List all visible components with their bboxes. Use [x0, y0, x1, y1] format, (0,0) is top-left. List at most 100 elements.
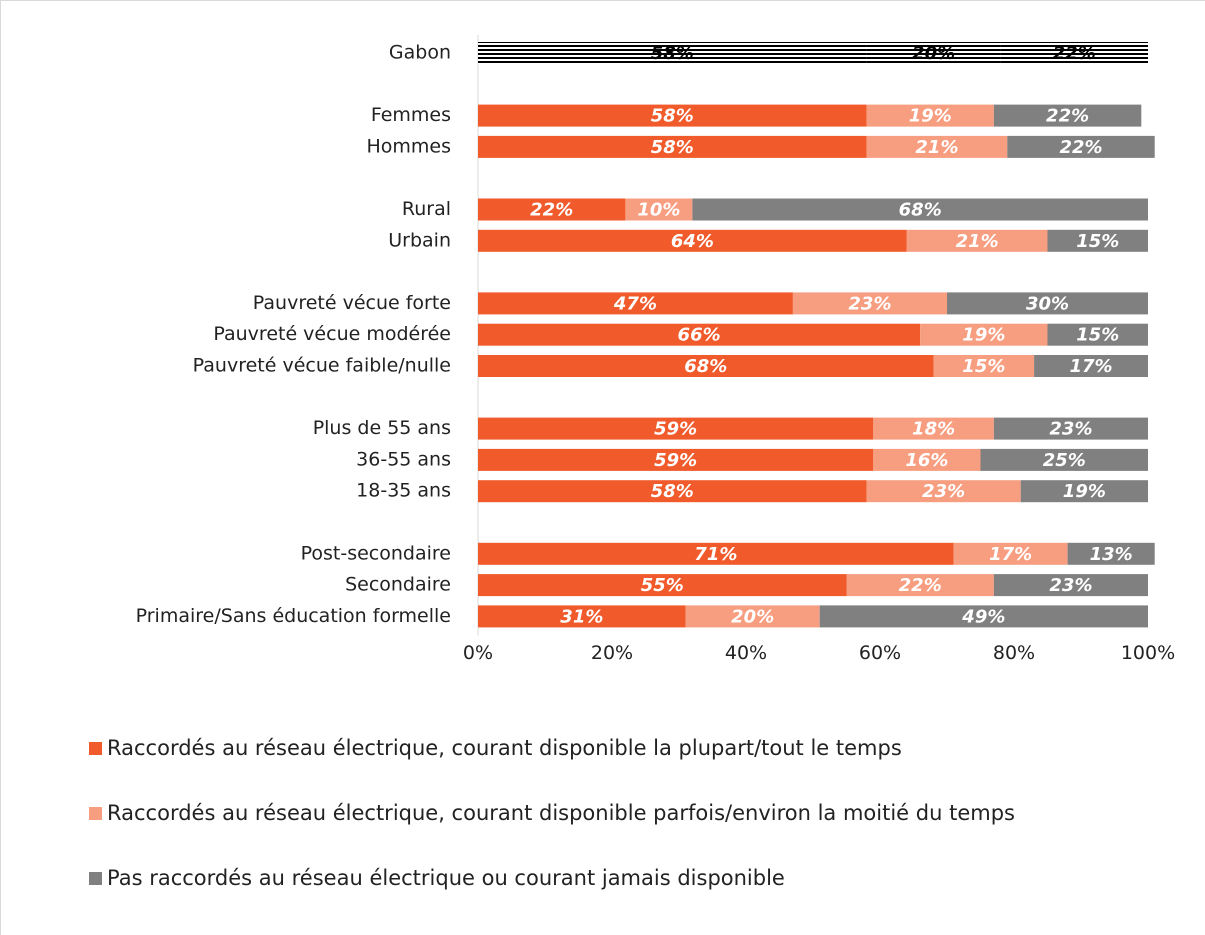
bar-segment: [478, 417, 874, 440]
category-label: Primaire/Sans éducation formelle: [136, 605, 451, 627]
value-label: 25%: [1043, 450, 1086, 471]
category-label: Femmes: [371, 104, 451, 126]
value-label: 19%: [909, 106, 952, 127]
bar-segment: [866, 135, 1008, 158]
bar-segment: [993, 574, 1148, 597]
bar-segment: [478, 198, 626, 221]
value-label: 17%: [1070, 356, 1113, 377]
value-label: 22%: [1053, 43, 1096, 64]
category-label: Rural: [402, 198, 451, 220]
value-label: 20%: [731, 606, 774, 627]
bar-segment: [792, 292, 947, 315]
category-label: Pauvreté vécue forte: [253, 292, 451, 314]
category-label: 36-55 ans: [356, 448, 451, 470]
value-label: 22%: [1046, 106, 1089, 127]
bar-segment: [1020, 480, 1148, 503]
bar-segment: [866, 480, 1021, 503]
bar-segment: [625, 198, 693, 221]
value-label: 23%: [1049, 575, 1092, 596]
category-label: Urbain: [388, 229, 451, 251]
bar-segment: [1047, 323, 1148, 346]
bar-segment: [478, 229, 907, 252]
bar-segment: [478, 542, 954, 565]
bar-segment: [947, 292, 1148, 315]
bar-segment: [866, 104, 994, 127]
x-tick-label: 80%: [993, 642, 1035, 664]
bar-segment: [1034, 355, 1148, 377]
value-label: 15%: [962, 356, 1005, 377]
bar-segment: [993, 104, 1142, 127]
bar-segment: [873, 448, 981, 471]
value-label: 30%: [1026, 293, 1069, 314]
chart: 0% 20% 40% 60% 80% 100% Gabon 58% 20% 22% Femmes 58…: [136, 35, 1175, 664]
value-label: 58%: [651, 106, 694, 127]
category-label: Gabon: [389, 42, 451, 64]
legend-swatch: [89, 872, 102, 885]
value-label: 18%: [912, 419, 955, 440]
value-label: 19%: [1063, 481, 1106, 502]
value-label: 68%: [899, 200, 942, 221]
value-label: 66%: [678, 325, 721, 346]
x-tick-label: 0%: [463, 642, 493, 664]
legend-item: Raccordés au réseau électrique, courant …: [89, 798, 1089, 829]
bar-segment: [819, 605, 1148, 628]
legend-label: Pas raccordés au réseau électrique ou co…: [107, 866, 785, 890]
category-label: Pauvreté vécue faible/nulle: [193, 355, 451, 377]
bar-segment: [478, 104, 867, 127]
legend-label: Raccordés au réseau électrique, courant …: [107, 801, 1015, 825]
bar-segment: [478, 292, 793, 315]
legend-label: Raccordés au réseau électrique, courant …: [107, 736, 902, 760]
bar-segment: [1000, 42, 1148, 64]
bar-segment: [1067, 542, 1155, 565]
category-label: Pauvreté vécue modérée: [213, 323, 451, 345]
value-label: 20%: [912, 43, 955, 64]
bar-segment: [478, 42, 867, 64]
legend-item: Raccordés au réseau électrique, courant …: [89, 733, 1089, 764]
bar-segment: [478, 480, 867, 503]
value-label: 21%: [915, 137, 958, 158]
bar-segment: [478, 605, 686, 628]
value-label: 59%: [654, 450, 697, 471]
value-label: 23%: [1049, 419, 1092, 440]
value-label: 47%: [613, 293, 657, 314]
value-label: 16%: [905, 450, 948, 471]
bar-segment: [906, 229, 1048, 252]
bar-segment: [933, 355, 1035, 377]
category-label: Hommes: [366, 135, 451, 157]
value-label: 15%: [1076, 325, 1119, 346]
value-label: 49%: [961, 606, 1005, 627]
bar-segment: [478, 135, 867, 158]
value-label: 21%: [956, 231, 999, 252]
bar-segment: [920, 323, 1048, 346]
value-label: 71%: [694, 544, 737, 565]
bar-segment: [478, 323, 921, 346]
bar-segment: [478, 355, 934, 377]
x-tick-label: 40%: [725, 642, 767, 664]
legend-item: Pas raccordés au réseau électrique ou co…: [89, 863, 1089, 894]
value-label: 55%: [641, 575, 684, 596]
x-tick-label: 20%: [591, 642, 633, 664]
value-label: 68%: [684, 356, 727, 377]
bar-segment: [980, 448, 1148, 471]
value-label: 10%: [637, 200, 680, 221]
value-label: 22%: [899, 575, 942, 596]
value-label: 58%: [651, 481, 694, 502]
value-label: 23%: [922, 481, 965, 502]
bar-segment: [993, 417, 1148, 440]
x-tick-label: 60%: [859, 642, 901, 664]
bar-segment: [1047, 229, 1148, 252]
bar-segment: [692, 198, 1148, 221]
value-label: 22%: [530, 200, 573, 221]
value-label: 15%: [1076, 231, 1119, 252]
category-label: Secondaire: [345, 574, 451, 596]
bar-segment: [846, 574, 994, 597]
legend: Raccordés au réseau électrique, courant …: [89, 733, 1089, 928]
bar-segment: [478, 448, 874, 471]
legend-swatch: [89, 807, 102, 820]
bar-segment: [478, 574, 847, 597]
bar-segment: [866, 42, 1001, 64]
bar-segment: [873, 417, 994, 440]
bar-segment: [1007, 135, 1155, 158]
x-tick-label: 100%: [1121, 642, 1175, 664]
value-label: 13%: [1090, 544, 1133, 565]
